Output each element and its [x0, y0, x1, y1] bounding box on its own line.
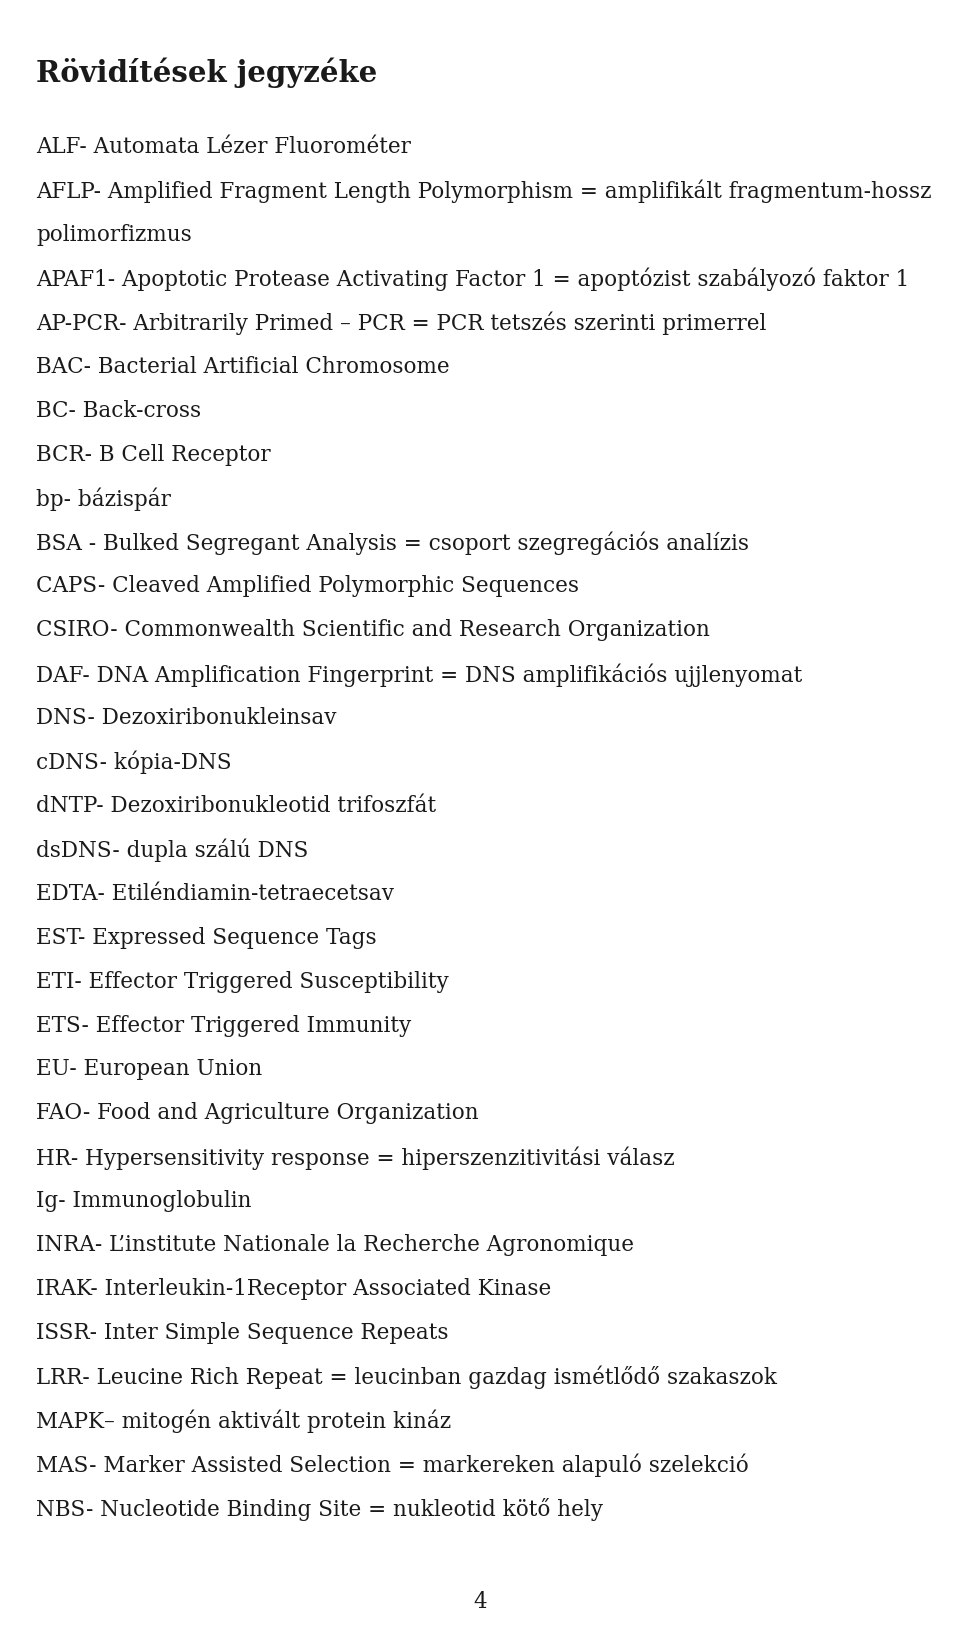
Text: DNS- Dezoxiribonukleinsav: DNS- Dezoxiribonukleinsav [36, 706, 337, 729]
Text: IRAK- Interleukin-1Receptor Associated Kinase: IRAK- Interleukin-1Receptor Associated K… [36, 1278, 552, 1300]
Text: BC- Back-cross: BC- Back-cross [36, 400, 202, 421]
Text: Ig- Immunoglobulin: Ig- Immunoglobulin [36, 1190, 252, 1213]
Text: HR- Hypersensitivity response = hiperszenzitivitási válasz: HR- Hypersensitivity response = hipersze… [36, 1146, 675, 1170]
Text: AFLP- Amplified Fragment Length Polymorphism = amplifikált fragmentum-hossz: AFLP- Amplified Fragment Length Polymorp… [36, 180, 932, 203]
Text: MAPK– mitogén aktivált protein kináz: MAPK– mitogén aktivált protein kináz [36, 1410, 451, 1434]
Text: LRR- Leucine Rich Repeat = leucinban gazdag ismétlődő szakaszok: LRR- Leucine Rich Repeat = leucinban gaz… [36, 1365, 778, 1390]
Text: ETI- Effector Triggered Susceptibility: ETI- Effector Triggered Susceptibility [36, 970, 449, 993]
Text: dsDNS- dupla szálú DNS: dsDNS- dupla szálú DNS [36, 839, 309, 862]
Text: 4: 4 [473, 1591, 487, 1613]
Text: BAC- Bacterial Artificial Chromosome: BAC- Bacterial Artificial Chromosome [36, 356, 450, 377]
Text: EDTA- Etiléndiamin-tetraecetsav: EDTA- Etiléndiamin-tetraecetsav [36, 883, 395, 905]
Text: polimorfizmus: polimorfizmus [36, 225, 192, 246]
Text: MAS- Marker Assisted Selection = markereken alapuló szelekció: MAS- Marker Assisted Selection = markere… [36, 1454, 749, 1477]
Text: ALF- Automata Lézer Fluorométer: ALF- Automata Lézer Fluorométer [36, 136, 411, 157]
Text: EST- Expressed Sequence Tags: EST- Expressed Sequence Tags [36, 926, 377, 949]
Text: EU- European Union: EU- European Union [36, 1059, 263, 1080]
Text: Rövidítések jegyzéke: Rövidítések jegyzéke [36, 57, 377, 89]
Text: CAPS- Cleaved Amplified Polymorphic Sequences: CAPS- Cleaved Amplified Polymorphic Sequ… [36, 575, 580, 597]
Text: dNTP- Dezoxiribonukleotid trifoszfát: dNTP- Dezoxiribonukleotid trifoszfát [36, 795, 437, 816]
Text: INRA- L’institute Nationale la Recherche Agronomique: INRA- L’institute Nationale la Recherche… [36, 1234, 635, 1255]
Text: APAF1- Apoptotic Protease Activating Factor 1 = apoptózist szabályozó faktor 1: APAF1- Apoptotic Protease Activating Fac… [36, 267, 910, 292]
Text: cDNS- kópia-DNS: cDNS- kópia-DNS [36, 751, 232, 775]
Text: ISSR- Inter Simple Sequence Repeats: ISSR- Inter Simple Sequence Repeats [36, 1323, 449, 1344]
Text: FAO- Food and Agriculture Organization: FAO- Food and Agriculture Organization [36, 1103, 479, 1124]
Text: CSIRO- Commonwealth Scientific and Research Organization: CSIRO- Commonwealth Scientific and Resea… [36, 620, 710, 641]
Text: bp- bázispár: bp- bázispár [36, 487, 171, 511]
Text: DAF- DNA Amplification Fingerprint = DNS amplifikációs ujjlenyomat: DAF- DNA Amplification Fingerprint = DNS… [36, 664, 803, 687]
Text: NBS- Nucleotide Binding Site = nukleotid kötő hely: NBS- Nucleotide Binding Site = nukleotid… [36, 1498, 604, 1521]
Text: BCR- B Cell Receptor: BCR- B Cell Receptor [36, 444, 271, 465]
Text: ETS- Effector Triggered Immunity: ETS- Effector Triggered Immunity [36, 1015, 412, 1036]
Text: AP-PCR- Arbitrarily Primed – PCR = PCR tetszés szerinti primerrel: AP-PCR- Arbitrarily Primed – PCR = PCR t… [36, 311, 767, 336]
Text: BSA - Bulked Segregant Analysis = csoport szegregációs analízis: BSA - Bulked Segregant Analysis = csopor… [36, 531, 750, 556]
